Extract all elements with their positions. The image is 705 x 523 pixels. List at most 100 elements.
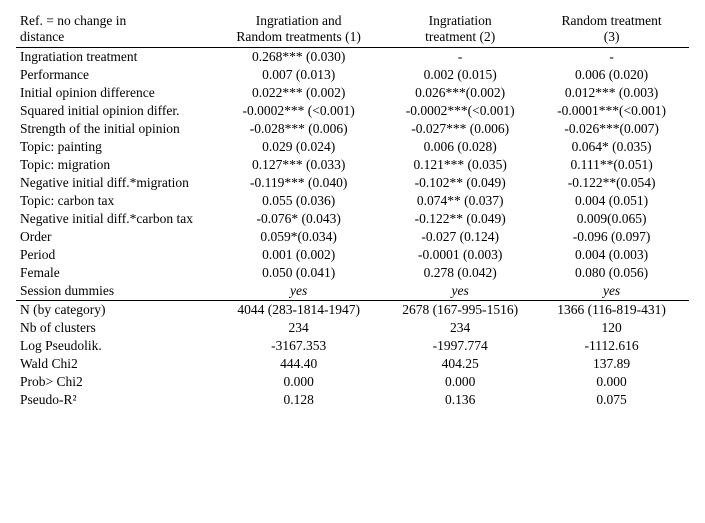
row-value: 0.004 (0.051): [534, 192, 689, 210]
row-value: -0.027 (0.124): [386, 228, 534, 246]
table-row: Strength of the initial opinion-0.028***…: [16, 120, 689, 138]
row-value: 0.009(0.065): [534, 210, 689, 228]
row-value: 0.026***(0.002): [386, 84, 534, 102]
header-ref: Ref. = no change in distance: [16, 12, 211, 48]
row-value: 137.89: [534, 355, 689, 373]
row-value: 0.000: [534, 373, 689, 391]
row-value: -0.122** (0.049): [386, 210, 534, 228]
header-ref-line2: distance: [20, 29, 64, 44]
row-value: 0.001 (0.002): [211, 246, 386, 264]
table-row: Prob> Chi20.0000.0000.000: [16, 373, 689, 391]
header-col3-line1: Random treatment: [562, 13, 662, 28]
row-value: -0.028*** (0.006): [211, 120, 386, 138]
row-value: 0.000: [386, 373, 534, 391]
header-col1: Ingratiation and Random treatments (1): [211, 12, 386, 48]
header-col1-line1: Ingratiation and: [256, 13, 342, 28]
row-label: Log Pseudolik.: [16, 337, 211, 355]
row-value: 0.055 (0.036): [211, 192, 386, 210]
row-label: Squared initial opinion differ.: [16, 102, 211, 120]
row-value: 0.006 (0.028): [386, 138, 534, 156]
row-value: -0.0002***(<0.001): [386, 102, 534, 120]
table-row: Log Pseudolik.-3167.353-1997.774-1112.61…: [16, 337, 689, 355]
row-value: 0.111**(0.051): [534, 156, 689, 174]
row-value: yes: [534, 282, 689, 301]
row-label: Prob> Chi2: [16, 373, 211, 391]
table-row: Topic: carbon tax0.055 (0.036)0.074** (0…: [16, 192, 689, 210]
row-label: Negative initial diff.*carbon tax: [16, 210, 211, 228]
row-value: -0.122**(0.054): [534, 174, 689, 192]
row-value: 0.059*(0.034): [211, 228, 386, 246]
table-row: Squared initial opinion differ.-0.0002**…: [16, 102, 689, 120]
row-value: -1997.774: [386, 337, 534, 355]
row-value: 0.136: [386, 391, 534, 409]
row-value: yes: [211, 282, 386, 301]
row-label: Order: [16, 228, 211, 246]
table-row: Session dummiesyesyesyes: [16, 282, 689, 301]
header-row: Ref. = no change in distance Ingratiatio…: [16, 12, 689, 48]
header-ref-line1: Ref. = no change in: [20, 13, 126, 28]
row-label: Pseudo-R²: [16, 391, 211, 409]
row-label: Session dummies: [16, 282, 211, 301]
row-value: 0.080 (0.056): [534, 264, 689, 282]
row-value: 0.029 (0.024): [211, 138, 386, 156]
regression-table: Ref. = no change in distance Ingratiatio…: [16, 12, 689, 409]
row-value: 0.002 (0.015): [386, 66, 534, 84]
row-value: -0.119*** (0.040): [211, 174, 386, 192]
row-value: -0.0001***(<0.001): [534, 102, 689, 120]
row-value: -0.0002*** (<0.001): [211, 102, 386, 120]
row-value: -: [534, 48, 689, 67]
row-value: 234: [211, 319, 386, 337]
row-label: Initial opinion difference: [16, 84, 211, 102]
row-value: -0.102** (0.049): [386, 174, 534, 192]
row-value: 120: [534, 319, 689, 337]
table-row: Order0.059*(0.034)-0.027 (0.124)-0.096 (…: [16, 228, 689, 246]
row-value: 0.075: [534, 391, 689, 409]
row-value: 0.268*** (0.030): [211, 48, 386, 67]
row-value: 0.050 (0.041): [211, 264, 386, 282]
table-row: Negative initial diff.*carbon tax-0.076*…: [16, 210, 689, 228]
row-value: -: [386, 48, 534, 67]
header-col3: Random treatment (3): [534, 12, 689, 48]
row-value: -0.076* (0.043): [211, 210, 386, 228]
row-label: Female: [16, 264, 211, 282]
row-label: Strength of the initial opinion: [16, 120, 211, 138]
table-row: Topic: painting0.029 (0.024)0.006 (0.028…: [16, 138, 689, 156]
table-row: Initial opinion difference0.022*** (0.00…: [16, 84, 689, 102]
row-value: -3167.353: [211, 337, 386, 355]
table-row: Ingratiation treatment0.268*** (0.030)--: [16, 48, 689, 67]
row-value: yes: [386, 282, 534, 301]
row-value: 0.006 (0.020): [534, 66, 689, 84]
header-col3-line2: (3): [604, 29, 620, 44]
row-label: Period: [16, 246, 211, 264]
row-value: 0.022*** (0.002): [211, 84, 386, 102]
table-row: Pseudo-R²0.1280.1360.075: [16, 391, 689, 409]
row-value: 0.127*** (0.033): [211, 156, 386, 174]
row-value: -0.026***(0.007): [534, 120, 689, 138]
row-value: 2678 (167-995-1516): [386, 301, 534, 320]
row-value: 0.007 (0.013): [211, 66, 386, 84]
row-value: -0.096 (0.097): [534, 228, 689, 246]
row-value: 1366 (116-819-431): [534, 301, 689, 320]
row-label: Ingratiation treatment: [16, 48, 211, 67]
row-value: 0.064* (0.035): [534, 138, 689, 156]
row-value: 0.074** (0.037): [386, 192, 534, 210]
row-label: Negative initial diff.*migration: [16, 174, 211, 192]
row-value: 4044 (283-1814-1947): [211, 301, 386, 320]
table-row: Wald Chi2444.40404.25137.89: [16, 355, 689, 373]
row-value: 0.128: [211, 391, 386, 409]
table-row: N (by category)4044 (283-1814-1947)2678 …: [16, 301, 689, 320]
row-value: 0.278 (0.042): [386, 264, 534, 282]
row-value: 0.121*** (0.035): [386, 156, 534, 174]
row-value: 0.004 (0.003): [534, 246, 689, 264]
header-col2-line1: Ingratiation: [429, 13, 492, 28]
row-value: -0.027*** (0.006): [386, 120, 534, 138]
header-col2-line2: treatment (2): [425, 29, 495, 44]
table-row: Negative initial diff.*migration-0.119**…: [16, 174, 689, 192]
row-label: Performance: [16, 66, 211, 84]
row-label: N (by category): [16, 301, 211, 320]
table-row: Period0.001 (0.002)-0.0001 (0.003)0.004 …: [16, 246, 689, 264]
row-label: Wald Chi2: [16, 355, 211, 373]
row-value: 234: [386, 319, 534, 337]
table-row: Topic: migration0.127*** (0.033)0.121***…: [16, 156, 689, 174]
row-label: Topic: painting: [16, 138, 211, 156]
